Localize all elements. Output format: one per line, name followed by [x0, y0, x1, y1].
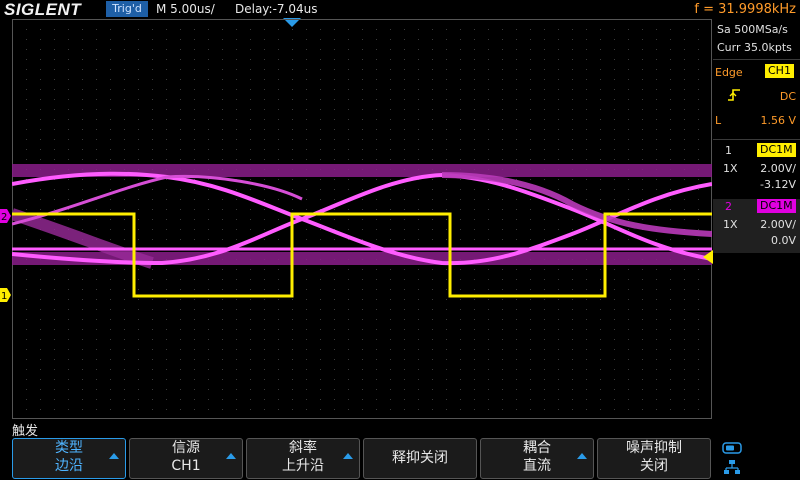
softkey-holdoff[interactable]: 释抑关闭 — [363, 438, 477, 479]
trigger-source-badge[interactable]: CH1 — [765, 64, 794, 78]
ch1-coupling: DC1M — [757, 143, 796, 157]
memory-depth: Curr 35.0kpts — [717, 41, 792, 54]
menu-title: 触发 — [12, 424, 39, 439]
trigger-coupling: DC — [779, 90, 796, 103]
chevron-up-icon — [577, 453, 587, 459]
delay-readout[interactable]: Delay:-7.04us — [235, 2, 318, 16]
ch2-waveform — [12, 164, 712, 269]
trigger-level-value: 1.56 V — [760, 114, 796, 127]
graticule — [12, 19, 712, 419]
softkey-value: 关闭 — [640, 458, 668, 474]
svg-text:2: 2 — [1, 212, 7, 223]
ch2-number: 2 — [725, 200, 732, 213]
top-status-bar: SIGLENT Trig'd M 5.00us/ Delay:-7.04us f… — [0, 0, 800, 19]
softkey-value: 边沿 — [55, 458, 83, 474]
ch1-probe: 1X — [723, 162, 738, 175]
softkey-label: 斜率 — [289, 440, 317, 456]
ch2-offset: 0.0V — [770, 234, 796, 247]
waveform-display[interactable] — [12, 19, 712, 419]
softkey-label: 噪声抑制 — [626, 440, 682, 456]
trigger-type-label: Edge — [715, 66, 743, 79]
chevron-up-icon — [343, 453, 353, 459]
softkey-value: CH1 — [171, 458, 201, 474]
softkey-noise-reject[interactable]: 噪声抑制 关闭 — [597, 438, 711, 479]
trigger-level-icon[interactable] — [703, 250, 713, 264]
ch2-coupling: DC1M — [757, 199, 796, 213]
svg-text:1: 1 — [1, 291, 7, 302]
ch2-marker[interactable]: 2 — [0, 209, 12, 223]
sample-rate: Sa 500MSa/s — [717, 23, 788, 36]
ch2-info[interactable]: 2 DC1M 1X 2.00V/ 0.0V — [713, 199, 800, 253]
softkey-label: 释抑关闭 — [392, 450, 448, 466]
softkey-slope[interactable]: 斜率 上升沿 — [246, 438, 360, 479]
trigger-level-label: L — [715, 114, 722, 127]
ch1-waveform — [12, 212, 712, 298]
chevron-up-icon — [109, 453, 119, 459]
timebase-readout[interactable]: M 5.00us/ — [156, 2, 215, 16]
ch1-offset: -3.12V — [760, 178, 796, 191]
softkey-value: 直流 — [523, 458, 551, 474]
ch1-marker[interactable]: 1 — [0, 288, 12, 302]
softkey-source[interactable]: 信源 CH1 — [129, 438, 243, 479]
softkey-label: 耦合 — [523, 440, 551, 456]
chevron-up-icon — [226, 453, 236, 459]
ch2-probe: 1X — [723, 218, 738, 231]
rising-edge-icon — [728, 89, 740, 101]
ch1-number: 1 — [725, 144, 732, 157]
softkey-type[interactable]: 类型 边沿 — [12, 438, 126, 479]
softkey-coupling[interactable]: 耦合 直流 — [480, 438, 594, 479]
softkey-label: 信源 — [172, 440, 200, 456]
network-icon — [724, 460, 740, 474]
softkey-label: 类型 — [55, 440, 83, 456]
frequency-readout: f = 31.9998kHz — [694, 2, 796, 17]
ch1-scale: 2.00V/ — [760, 162, 796, 175]
softkey-value: 上升沿 — [282, 458, 324, 474]
brand-logo: SIGLENT — [4, 0, 82, 19]
usb-icon — [722, 442, 742, 454]
status-icons — [716, 438, 800, 480]
info-panel: Sa 500MSa/s Curr 35.0kpts Edge CH1 DC L … — [713, 19, 800, 419]
ch2-scale: 2.00V/ — [760, 218, 796, 231]
trigger-status-badge: Trig'd — [106, 1, 148, 17]
